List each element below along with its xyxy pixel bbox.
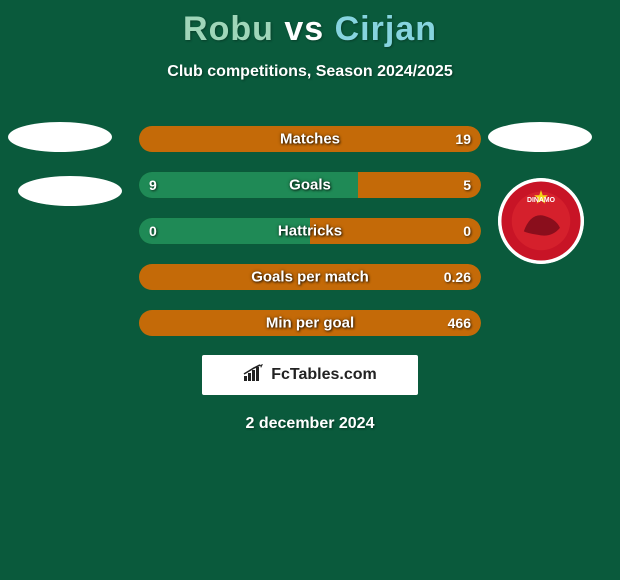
player-b-avatar-placeholder: [488, 122, 592, 152]
subtitle: Club competitions, Season 2024/2025: [0, 63, 620, 81]
stat-label: Matches: [280, 131, 340, 148]
content-wrapper: Robu vs Cirjan Club competitions, Season…: [0, 0, 620, 433]
comparison-bars: 19 Matches 9 5 Goals 0 0 Hattricks 0.26 Goals per…: [138, 125, 482, 337]
stat-row: 9 5 Goals: [138, 171, 482, 199]
stat-value-right: 19: [455, 131, 471, 147]
stat-label: Hattricks: [278, 223, 342, 240]
stat-value-left: 9: [149, 177, 157, 193]
dinamo-badge-icon: DINAMO: [498, 178, 584, 264]
attribution-box[interactable]: FcTables.com: [202, 355, 418, 395]
stat-row: 0.26 Goals per match: [138, 263, 482, 291]
stat-value-right: 0: [463, 223, 471, 239]
stat-row: 19 Matches: [138, 125, 482, 153]
player-a-name: Robu: [183, 10, 274, 48]
stat-label: Goals per match: [251, 269, 369, 286]
page-title: Robu vs Cirjan: [0, 0, 620, 49]
stat-value-left: 0: [149, 223, 157, 239]
player-b-club-badge: DINAMO: [498, 178, 584, 264]
stat-label: Min per goal: [266, 315, 354, 332]
chart-icon: [243, 364, 265, 387]
player-b-name: Cirjan: [335, 10, 437, 48]
svg-text:DINAMO: DINAMO: [527, 197, 556, 204]
stat-label: Goals: [289, 177, 331, 194]
player-a-avatar-placeholder-2: [18, 176, 122, 206]
stat-value-right: 466: [448, 315, 471, 331]
stat-row: 0 0 Hattricks: [138, 217, 482, 245]
vs-word: vs: [284, 10, 324, 48]
stat-value-right: 5: [463, 177, 471, 193]
stat-value-right: 0.26: [444, 269, 471, 285]
stat-row: 466 Min per goal: [138, 309, 482, 337]
attribution-text: FcTables.com: [271, 366, 377, 384]
footer-date: 2 december 2024: [0, 415, 620, 433]
player-a-avatar-placeholder-1: [8, 122, 112, 152]
